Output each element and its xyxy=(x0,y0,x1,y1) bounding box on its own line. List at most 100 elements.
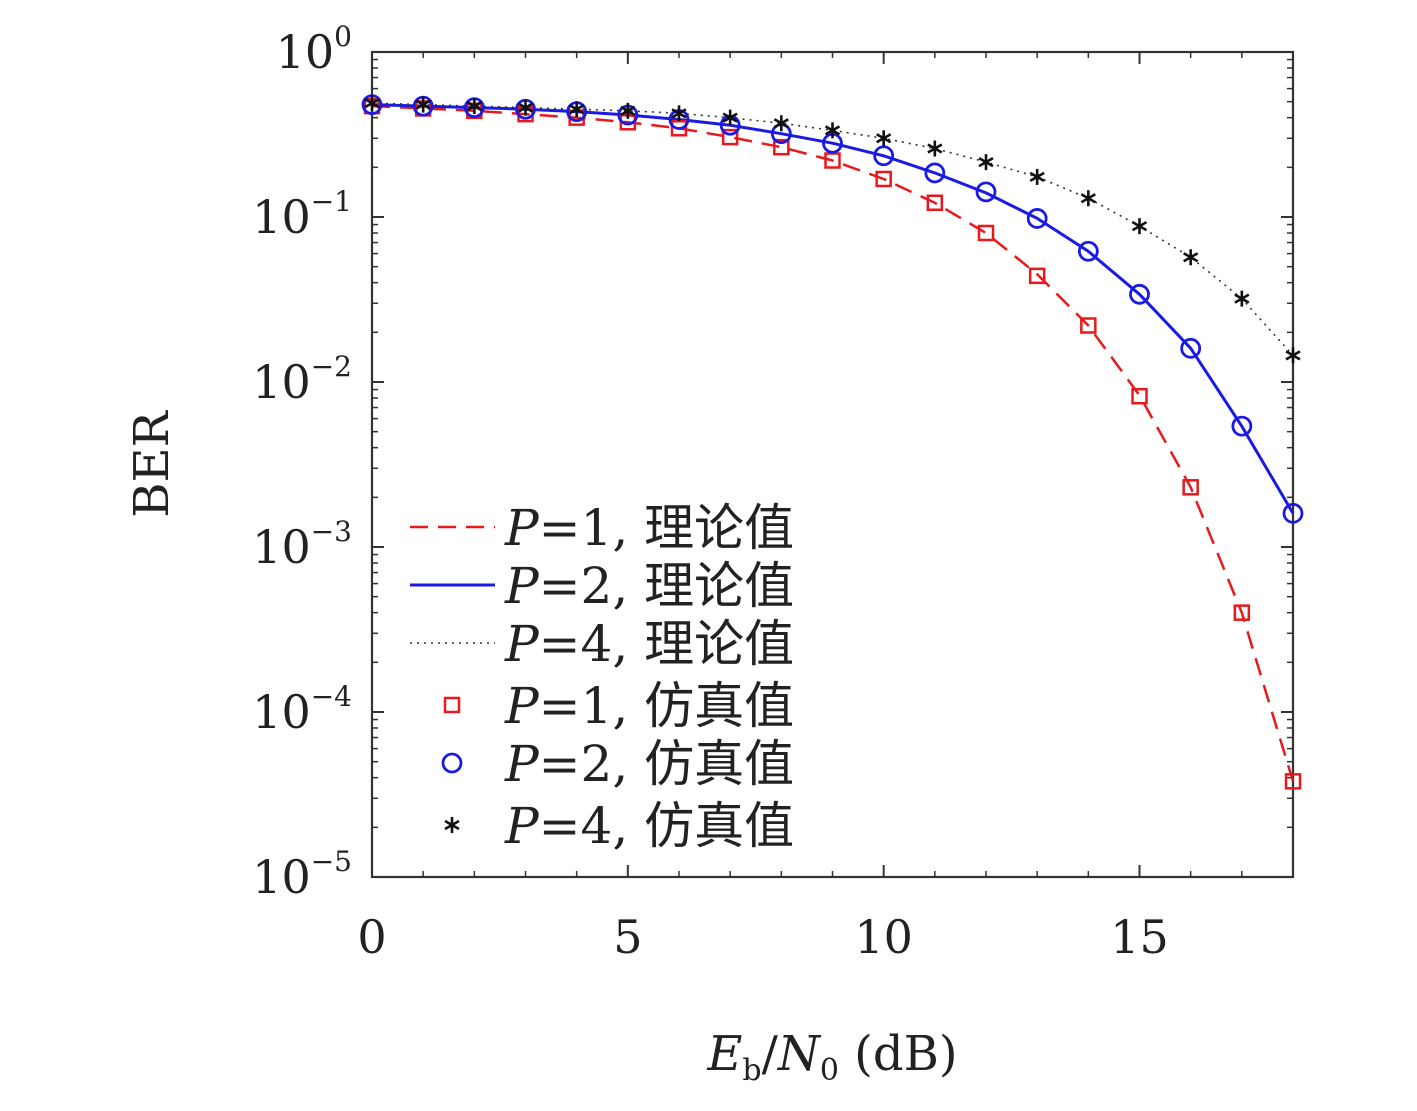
legend-label-rest: =1, 理论值 xyxy=(539,499,795,557)
data-point xyxy=(1284,773,1302,790)
y-tick-base: 10 xyxy=(252,520,311,574)
series-5 xyxy=(364,95,1301,364)
data-point xyxy=(1026,208,1048,229)
x-title-slash: / xyxy=(762,1026,779,1082)
legend-label-var: P xyxy=(504,735,540,793)
y-axis-title: BER xyxy=(124,409,180,517)
legend-label: P=1, 仿真值 xyxy=(504,677,794,735)
legend-label-rest: =2, 仿真值 xyxy=(539,735,795,793)
data-point xyxy=(620,102,636,119)
x-title-sub-0: 0 xyxy=(820,1053,839,1088)
legend-swatch-marker xyxy=(444,817,460,833)
data-point xyxy=(978,154,994,171)
legend-label: P=2, 仿真值 xyxy=(504,735,794,793)
data-point xyxy=(466,98,482,115)
star-stroke xyxy=(1285,350,1301,361)
data-point xyxy=(926,194,944,212)
legend-label-var: P xyxy=(504,797,540,855)
data-point xyxy=(773,115,789,132)
legend-item-1: P=2, 理论值 xyxy=(410,557,794,615)
data-point xyxy=(721,128,739,146)
series-4 xyxy=(361,94,1304,524)
y-tick-base: 10 xyxy=(252,850,311,904)
x-title-e: E xyxy=(706,1026,742,1082)
data-point xyxy=(1080,190,1096,207)
data-point xyxy=(876,130,892,147)
data-point xyxy=(1077,240,1099,262)
star-stroke xyxy=(978,157,994,168)
data-point xyxy=(977,224,995,242)
legend-label: P=2, 理论值 xyxy=(504,557,794,615)
y-tick-label: 10−4 xyxy=(252,680,352,739)
data-point xyxy=(517,99,534,116)
star-stroke xyxy=(1131,221,1148,232)
legend-label: P=1, 理论值 xyxy=(504,499,794,557)
data-point xyxy=(1285,347,1301,364)
data-point xyxy=(1282,502,1304,524)
x-tick-label: 10 xyxy=(854,910,913,964)
data-point xyxy=(1182,479,1199,496)
x-axis-title: Eb/N0 (dB) xyxy=(706,1026,957,1088)
x-tick-label: 0 xyxy=(357,910,386,964)
y-tick-exponent: −1 xyxy=(311,185,352,218)
legend-label-var: P xyxy=(504,615,540,673)
star-stroke xyxy=(620,105,636,116)
y-tick-base: 10 xyxy=(252,190,311,244)
data-point xyxy=(824,122,841,139)
legend-label-rest: =4, 理论值 xyxy=(539,615,795,673)
legend-item-4: P=2, 仿真值 xyxy=(441,735,794,793)
y-tick-label: 10−5 xyxy=(252,845,352,904)
x-title-sub-b: b xyxy=(742,1053,761,1088)
data-point xyxy=(1080,317,1097,334)
legend-item-3: P=1, 仿真值 xyxy=(443,677,794,735)
data-point xyxy=(975,181,997,203)
data-point xyxy=(1129,283,1150,305)
y-tick-exponent: −4 xyxy=(311,680,352,713)
data-point xyxy=(773,138,790,156)
star-stroke xyxy=(569,104,585,115)
legend-label-rest: =1, 仿真值 xyxy=(539,677,795,735)
data-point xyxy=(1029,168,1045,185)
y-tick-base: 10 xyxy=(252,685,311,739)
series-layer xyxy=(361,94,1304,790)
star-stroke xyxy=(415,99,431,110)
data-point xyxy=(927,140,943,157)
legend-label-var: P xyxy=(504,557,540,615)
star-stroke xyxy=(773,118,789,129)
legend-label-rest: =2, 理论值 xyxy=(539,557,795,615)
legend-label-var: P xyxy=(504,677,540,735)
data-point xyxy=(569,101,585,118)
star-stroke xyxy=(1234,293,1250,304)
y-tick-base: 10 xyxy=(252,355,311,409)
legend-item-2: P=4, 理论值 xyxy=(410,615,794,673)
star-stroke xyxy=(466,100,482,112)
data-point xyxy=(1131,218,1148,235)
y-tick-label: 100 xyxy=(276,20,352,79)
series-line xyxy=(371,102,1294,356)
data-point xyxy=(1234,290,1250,307)
legend-swatch-marker xyxy=(443,696,461,714)
y-tick-label: 10−3 xyxy=(252,515,352,574)
star-stroke xyxy=(671,108,687,119)
axes-layer xyxy=(370,50,1295,879)
y-tick-exponent: −5 xyxy=(311,845,352,878)
data-point xyxy=(364,95,380,112)
series-line xyxy=(371,103,1295,515)
y-tick-exponent: −2 xyxy=(311,350,352,383)
data-point xyxy=(1131,387,1148,405)
data-point xyxy=(1028,267,1046,285)
data-point xyxy=(415,96,431,113)
data-point xyxy=(671,105,687,122)
star-stroke xyxy=(1080,193,1096,204)
star-stroke xyxy=(876,133,892,144)
data-point xyxy=(722,109,738,126)
data-point xyxy=(1180,337,1202,359)
legend-label: P=4, 仿真值 xyxy=(504,797,794,855)
data-point xyxy=(1183,249,1199,266)
legend-item-0: P=1, 理论值 xyxy=(410,499,794,557)
data-point xyxy=(924,162,946,184)
